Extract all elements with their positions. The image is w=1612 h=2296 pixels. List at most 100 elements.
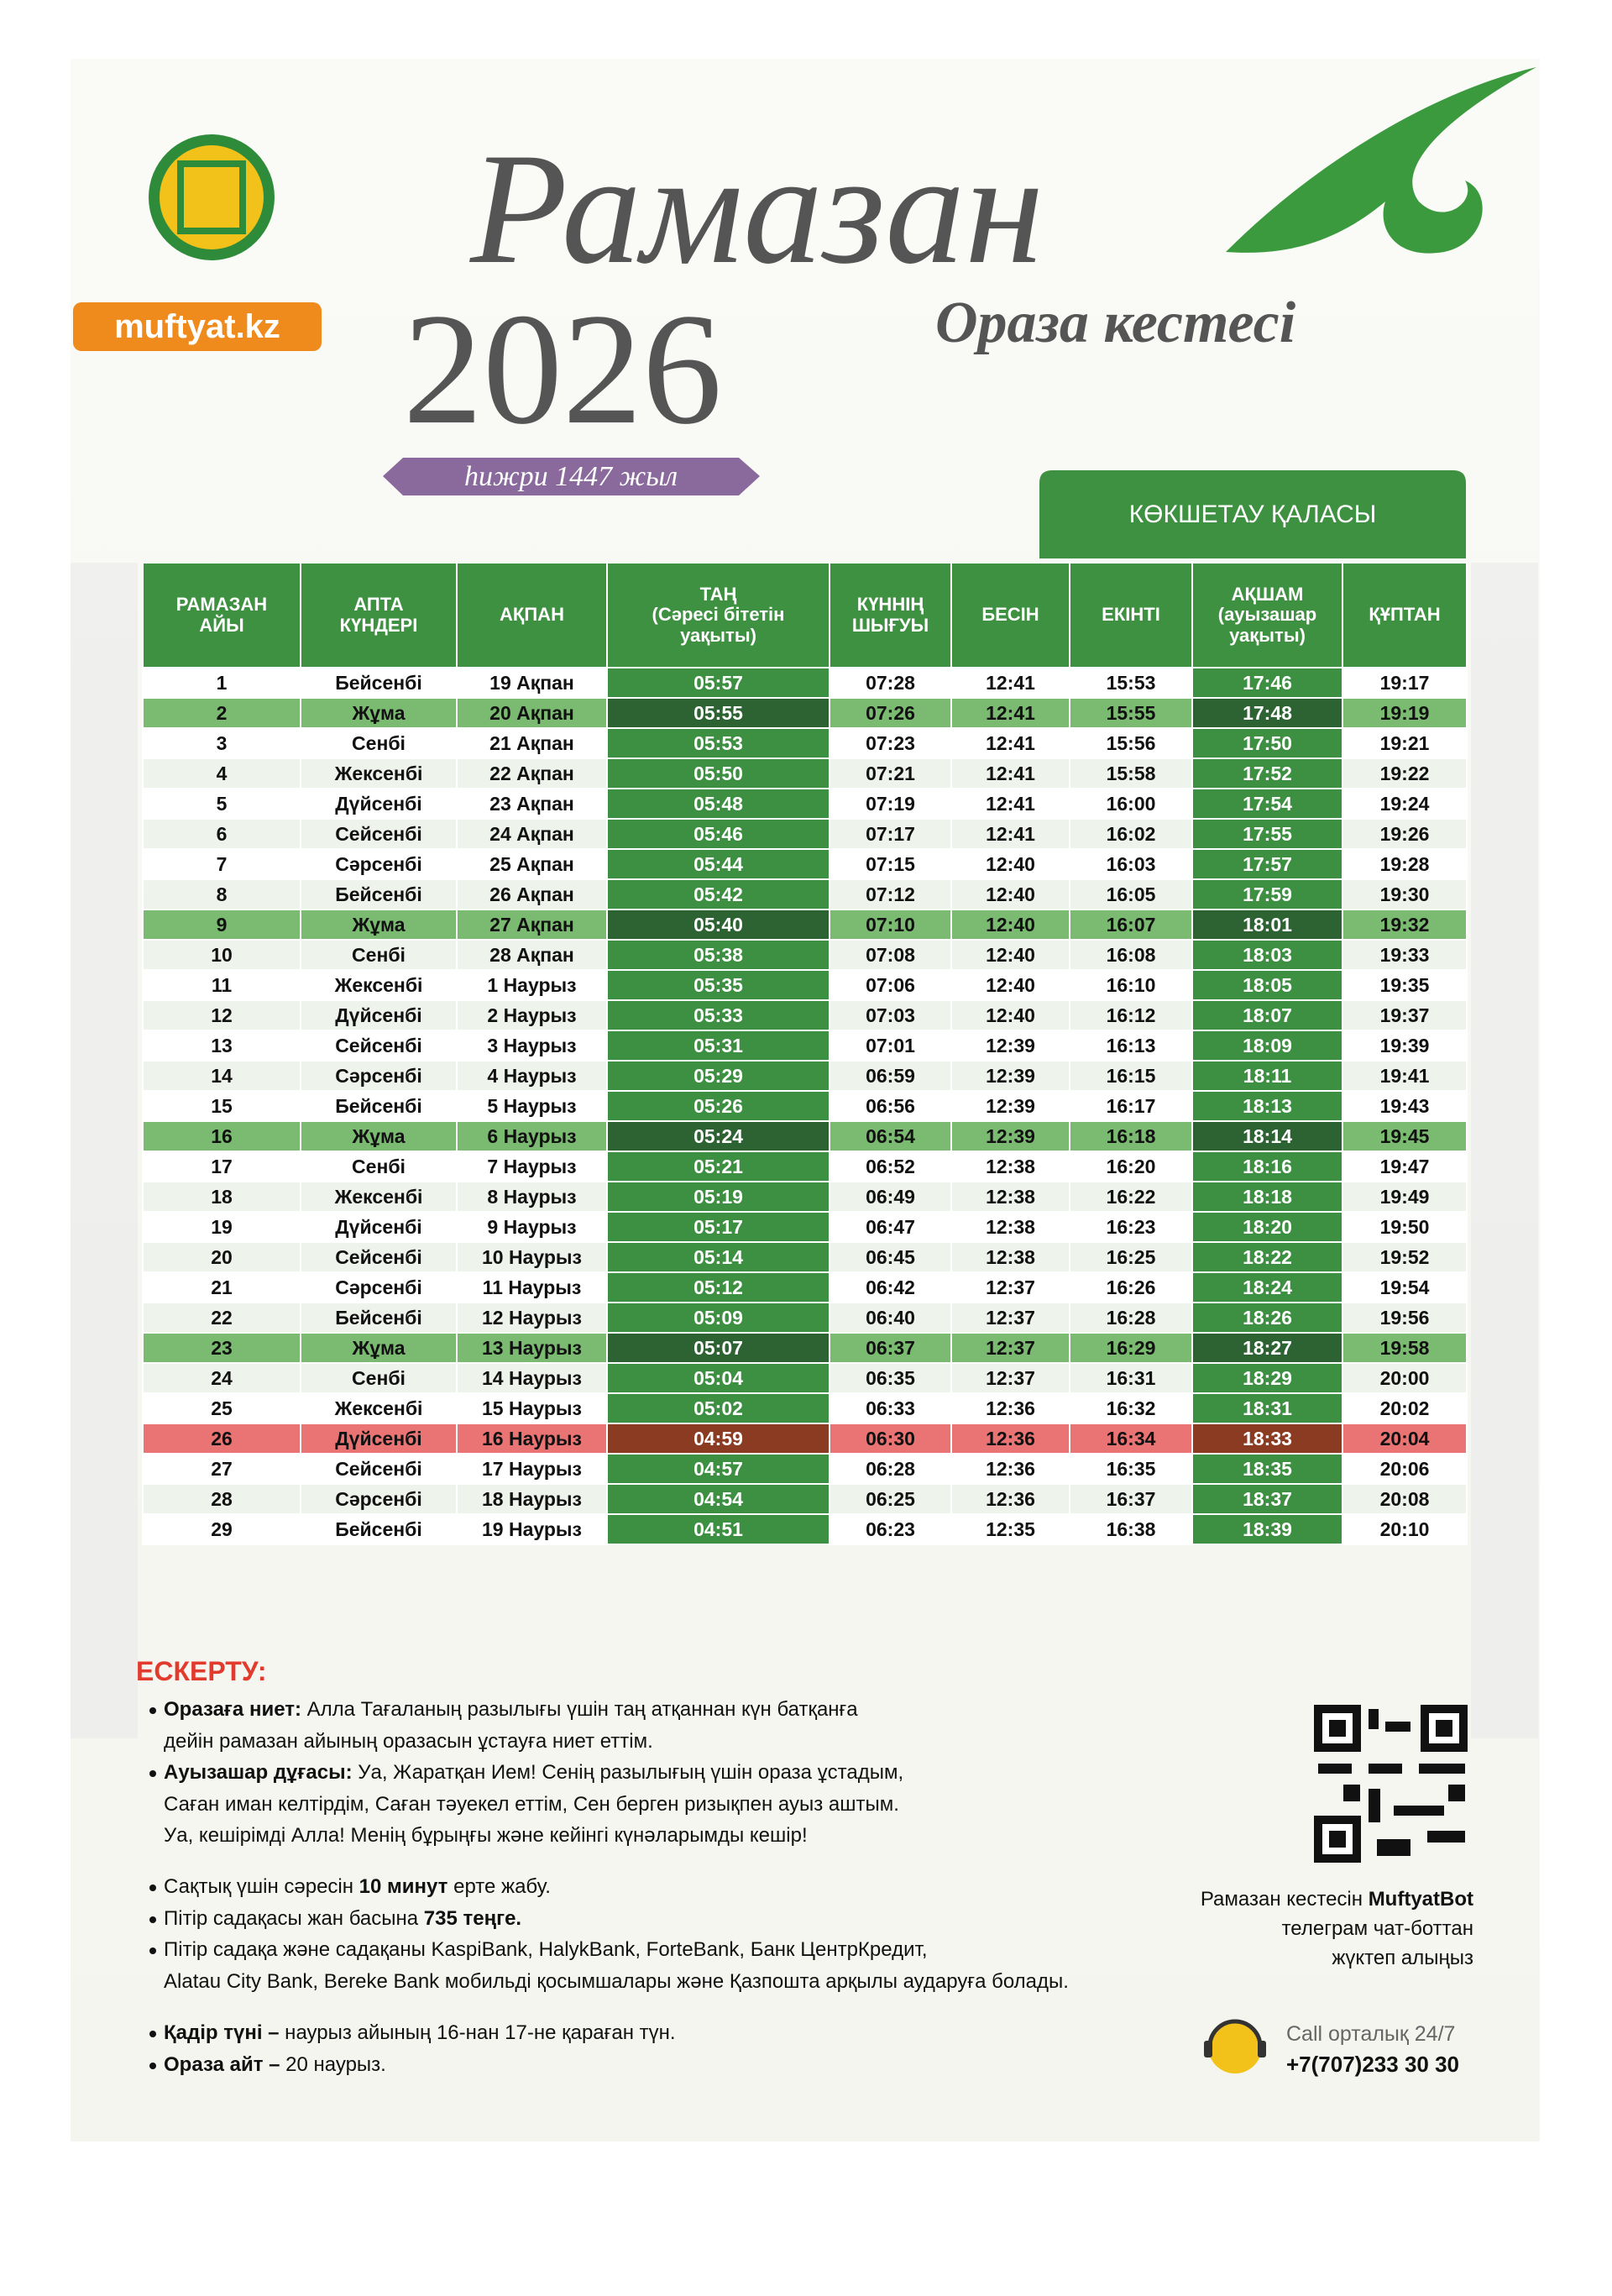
- table-cell: 19:32: [1342, 909, 1468, 941]
- table-cell: 06:42: [829, 1271, 952, 1303]
- table-cell: 23: [142, 1332, 301, 1364]
- table-cell: 24 Ақпан: [456, 818, 608, 850]
- table-cell: 8 Наурыз: [456, 1181, 608, 1213]
- bold-text: Оразаға ниет:: [164, 1698, 301, 1721]
- table-cell: 27 Ақпан: [456, 909, 608, 941]
- table-cell: 06:47: [829, 1211, 952, 1243]
- table-cell: 16 Наурыз: [456, 1423, 608, 1455]
- bullet: [149, 2063, 156, 2069]
- table-row: 28 Сәрсенбі 18 Наурыз 04:54 06:25 12:36 16:37 1…: [142, 1483, 1468, 1515]
- note-line: Пітір садақасы жан басына 735 теңге.: [164, 1907, 521, 1931]
- text: Пітір садақасы жан басына: [164, 1907, 424, 1930]
- text: Уа, кешірімді Алла! Менің бұрыңғы және к…: [164, 1824, 808, 1847]
- table-cell: 15:58: [1069, 757, 1193, 789]
- note-line: дейін рамазан айының оразасын ұстауға ни…: [164, 1730, 653, 1753]
- table-cell: 12:40: [950, 878, 1070, 910]
- table-cell: 12:40: [950, 939, 1070, 971]
- note-line: Саған иман келтірдім, Саған тәуекел етті…: [164, 1793, 899, 1816]
- table-cell: 12:39: [950, 1120, 1070, 1152]
- table-row: 21 Сәрсенбі 11 Наурыз 05:12 06:42 12:37 16:26 1…: [142, 1271, 1468, 1303]
- table-cell: 16:08: [1069, 939, 1193, 971]
- note-line: Сақтық үшін сәресін 10 минут ерте жабу.: [164, 1875, 551, 1899]
- table-cell: 16:35: [1069, 1453, 1193, 1485]
- table-cell: 1 Наурыз: [456, 969, 608, 1001]
- table-cell: 25: [142, 1392, 301, 1424]
- table-cell: 7: [142, 848, 301, 880]
- text: Уа, Жаратқан Ием! Сенің разылығың үшін о…: [352, 1761, 904, 1784]
- table-cell: 20:00: [1342, 1362, 1468, 1394]
- phone: +7(707)233 30 30: [1286, 2052, 1460, 2077]
- table-row: 18 Жексенбі 8 Наурыз 05:19 06:49 12:38 16:22 18…: [142, 1181, 1468, 1213]
- table-cell: 20:06: [1342, 1453, 1468, 1485]
- table-cell: 06:56: [829, 1090, 952, 1122]
- table-row: 5 Дүйсенбі 23 Ақпан 05:48 07:19 12:41 16:00 17:…: [142, 788, 1468, 820]
- table-cell: 16:18: [1069, 1120, 1193, 1152]
- table-cell: 15:55: [1069, 697, 1193, 729]
- table-cell: 16:26: [1069, 1271, 1193, 1303]
- bullet: [149, 1707, 156, 1714]
- table-cell: 18: [142, 1181, 301, 1213]
- table-row: 14 Сәрсенбі 4 Наурыз 05:29 06:59 12:39 16:15 18…: [142, 1060, 1468, 1092]
- table-cell: 19:58: [1342, 1332, 1468, 1364]
- table-row: 19 Дүйсенбі 9 Наурыз 05:17 06:47 12:38 16:23 18…: [142, 1211, 1468, 1243]
- table-cell: 2: [142, 697, 301, 729]
- table-cell: 06:45: [829, 1241, 952, 1273]
- note-line: Ауызашар дұғасы: Уа, Жаратқан Ием! Сенің…: [164, 1761, 903, 1785]
- table-cell: 12:39: [950, 1030, 1070, 1062]
- table-cell: 20:04: [1342, 1423, 1468, 1455]
- column-header: КҮННІҢ ШЫҒУЫ: [829, 562, 952, 668]
- text: Рамазан кестесін: [1200, 1888, 1369, 1911]
- table-cell: 05:44: [606, 848, 830, 880]
- table-cell: 19:19: [1342, 697, 1468, 729]
- table-cell: 11 Наурыз: [456, 1271, 608, 1303]
- year: 2026: [403, 281, 722, 458]
- table-cell: 18:09: [1191, 1030, 1343, 1062]
- table-cell: 17:55: [1191, 818, 1343, 850]
- table-cell: 18:27: [1191, 1332, 1343, 1364]
- table-cell: Сейсенбі: [300, 818, 458, 850]
- table-cell: 15:56: [1069, 727, 1193, 759]
- table-cell: 12:40: [950, 969, 1070, 1001]
- table-cell: Бейсенбі: [300, 1090, 458, 1122]
- table-cell: 20:02: [1342, 1392, 1468, 1424]
- bullet: [149, 2031, 156, 2037]
- table-cell: 06:52: [829, 1151, 952, 1182]
- table-cell: 20: [142, 1241, 301, 1273]
- table-cell: 12:37: [950, 1271, 1070, 1303]
- table-cell: 19:37: [1342, 999, 1468, 1031]
- table-cell: 15: [142, 1090, 301, 1122]
- table-row: 8 Бейсенбі 26 Ақпан 05:42 07:12 12:40 16:05 17:…: [142, 878, 1468, 910]
- table-cell: 19:52: [1342, 1241, 1468, 1273]
- table-cell: 14 Наурыз: [456, 1362, 608, 1394]
- table-cell: 05:19: [606, 1181, 830, 1213]
- table-cell: Дүйсенбі: [300, 999, 458, 1031]
- table-cell: 20:08: [1342, 1483, 1468, 1515]
- table-cell: 17:57: [1191, 848, 1343, 880]
- table-cell: 15:53: [1069, 667, 1193, 699]
- table-cell: Бейсенбі: [300, 878, 458, 910]
- table-row: 1 Бейсенбі 19 Ақпан 05:57 07:28 12:41 15:53 17:…: [142, 667, 1468, 699]
- table-cell: 13 Наурыз: [456, 1332, 608, 1364]
- table-cell: 12:38: [950, 1151, 1070, 1182]
- table-cell: 04:51: [606, 1513, 830, 1545]
- text: Сақтық үшін сәресін: [164, 1875, 359, 1898]
- table-cell: 19:49: [1342, 1181, 1468, 1213]
- table-cell: 18:29: [1191, 1362, 1343, 1394]
- table-cell: 3 Наурыз: [456, 1030, 608, 1062]
- table-cell: 26 Ақпан: [456, 878, 608, 910]
- table-cell: 18:39: [1191, 1513, 1343, 1545]
- bold-text: MuftyatBot: [1368, 1888, 1473, 1911]
- website: muftyat.kz: [114, 308, 280, 345]
- table-cell: 22 Ақпан: [456, 757, 608, 789]
- text: Алла Тағаланың разылығы үшін таң атқанна…: [301, 1698, 858, 1721]
- table-cell: 18:22: [1191, 1241, 1343, 1273]
- table-cell: 16: [142, 1120, 301, 1152]
- table-cell: 17:54: [1191, 788, 1343, 820]
- table-cell: 04:59: [606, 1423, 830, 1455]
- table-cell: 05:14: [606, 1241, 830, 1273]
- table-cell: 05:02: [606, 1392, 830, 1424]
- subtitle: Ораза кестесі: [935, 291, 1296, 355]
- table-row: 23 Жұма 13 Наурыз 05:07 06:37 12:37 16:29 18:27…: [142, 1332, 1468, 1364]
